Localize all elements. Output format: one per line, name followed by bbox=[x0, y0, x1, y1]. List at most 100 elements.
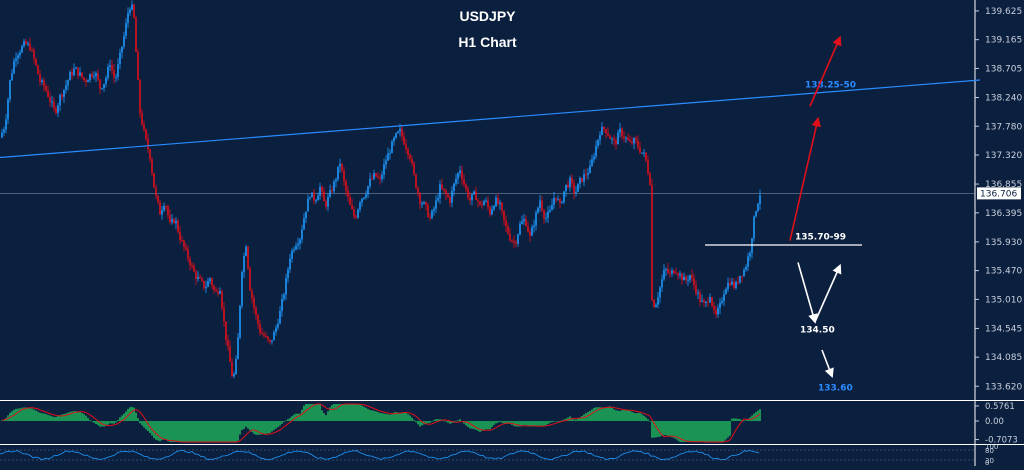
oscillator-bar bbox=[323, 413, 325, 422]
oscillator-bar bbox=[677, 421, 679, 441]
candle-body bbox=[717, 308, 719, 315]
candle-body bbox=[227, 339, 229, 347]
candle-body bbox=[57, 105, 59, 113]
oscillator-bar bbox=[57, 415, 59, 422]
candle-body bbox=[271, 340, 273, 342]
oscillator-bar bbox=[327, 411, 329, 422]
oscillator-bar bbox=[405, 412, 407, 422]
candle-body bbox=[467, 189, 469, 198]
oscillator-bar bbox=[385, 413, 387, 422]
oscillator-bar bbox=[291, 416, 293, 422]
candle-body bbox=[583, 174, 585, 182]
candle-body bbox=[81, 72, 83, 78]
oscillator-bar bbox=[269, 421, 271, 433]
oscillator-bar bbox=[397, 412, 399, 422]
oscillator-bar bbox=[349, 404, 351, 422]
oscillator-bar bbox=[17, 408, 19, 422]
oscillator-bar bbox=[631, 411, 633, 422]
oscillator-bar bbox=[183, 421, 185, 442]
candle-body bbox=[471, 194, 473, 201]
candle-body bbox=[89, 74, 91, 81]
candle-body bbox=[311, 192, 313, 198]
oscillator-bar bbox=[335, 404, 337, 422]
oscillator-bar bbox=[203, 421, 205, 442]
oscillator-bar bbox=[499, 421, 501, 422]
oscillator-bar bbox=[285, 420, 287, 422]
candle-body bbox=[651, 184, 653, 300]
candle-body bbox=[97, 73, 99, 80]
candle-body bbox=[711, 297, 713, 306]
candle-body bbox=[179, 231, 181, 241]
candle-body bbox=[613, 138, 615, 141]
oscillator-bar bbox=[1, 420, 3, 422]
oscillator-bar bbox=[549, 421, 551, 423]
oscillator-bar bbox=[271, 421, 273, 432]
oscillator-bar bbox=[371, 410, 373, 422]
oscillator-bar bbox=[651, 421, 653, 438]
candle-body bbox=[699, 292, 701, 302]
candle-body bbox=[549, 210, 551, 212]
oscillator-bar bbox=[413, 419, 415, 422]
candle-body bbox=[361, 198, 363, 203]
oscillator-line bbox=[0, 449, 760, 461]
candle-body bbox=[757, 203, 759, 212]
candle-body bbox=[255, 307, 257, 315]
candle-body bbox=[165, 206, 167, 208]
oscillator-bar bbox=[347, 404, 349, 422]
oscillator-bar bbox=[103, 421, 105, 427]
candle-body bbox=[69, 72, 71, 81]
oscillator-bar bbox=[193, 421, 195, 442]
candle-body bbox=[171, 219, 173, 223]
candle-body bbox=[735, 281, 737, 289]
oscillator-bar bbox=[155, 421, 157, 440]
candle-body bbox=[359, 202, 361, 210]
oscillator-bar bbox=[125, 411, 127, 422]
oscillator-bar bbox=[665, 421, 667, 436]
oscillator-bar bbox=[321, 410, 323, 422]
candle-body bbox=[31, 50, 33, 52]
oscillator-bar bbox=[63, 413, 65, 422]
candle-body bbox=[49, 96, 51, 102]
candle-body bbox=[147, 138, 149, 150]
oscillator-bar bbox=[113, 421, 115, 424]
oscillator2-tick-label: 30 bbox=[985, 457, 994, 465]
current-price-tag bbox=[977, 187, 1021, 200]
oscillator-bar bbox=[87, 417, 89, 422]
candle-body bbox=[719, 302, 721, 309]
oscillator-bar bbox=[415, 421, 417, 423]
candle-body bbox=[325, 201, 327, 207]
oscillator-bar bbox=[537, 421, 539, 426]
candle-body bbox=[83, 77, 85, 81]
oscillator-bar bbox=[139, 421, 141, 424]
candle-body bbox=[205, 286, 207, 289]
candle-body bbox=[215, 290, 217, 292]
oscillator-bar bbox=[507, 421, 509, 424]
oscillator-bar bbox=[169, 421, 171, 442]
candle-body bbox=[191, 265, 193, 267]
oscillator-bar bbox=[95, 421, 97, 424]
oscillator-bar bbox=[711, 421, 713, 442]
oscillator-bar bbox=[655, 421, 657, 438]
candle-body bbox=[275, 327, 277, 333]
oscillator-bar bbox=[707, 421, 709, 442]
candle-body bbox=[293, 249, 295, 251]
candle-body bbox=[539, 200, 541, 208]
oscillator-bar bbox=[517, 421, 519, 427]
oscillator-bar bbox=[625, 409, 627, 422]
candle-body bbox=[571, 177, 573, 184]
oscillator-bar bbox=[617, 410, 619, 422]
candle-body bbox=[157, 195, 159, 202]
candle-body bbox=[599, 134, 601, 140]
candle-body bbox=[265, 336, 267, 338]
candle-body bbox=[429, 216, 431, 219]
oscillator-bar bbox=[591, 409, 593, 422]
oscillator-bar bbox=[49, 415, 51, 422]
oscillator-bar bbox=[111, 421, 113, 424]
oscillator-bar bbox=[621, 410, 623, 422]
candle-body bbox=[297, 243, 299, 246]
oscillator-bar bbox=[29, 407, 31, 422]
oscillator-bar bbox=[535, 421, 537, 427]
candle-body bbox=[413, 163, 415, 175]
projection-arrow bbox=[814, 263, 842, 323]
oscillator-bar bbox=[741, 419, 743, 422]
